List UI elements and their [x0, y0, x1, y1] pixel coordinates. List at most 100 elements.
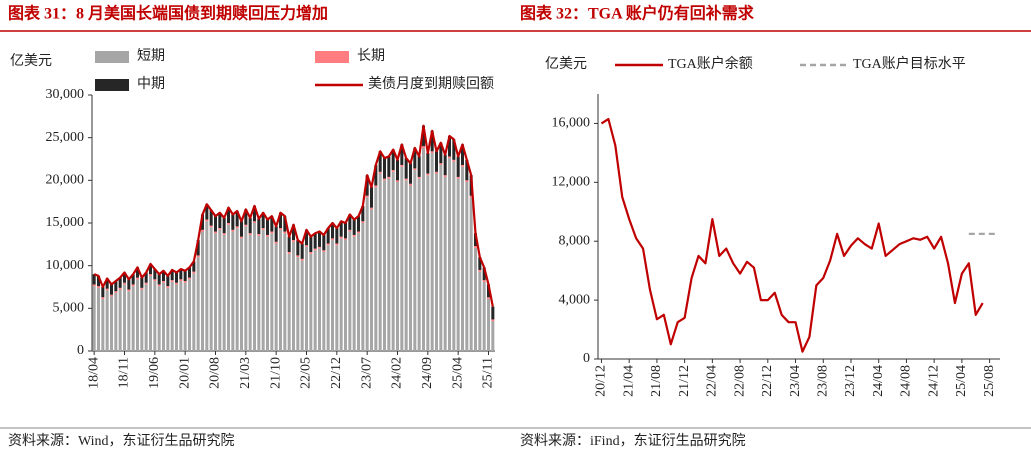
bar-segment	[378, 151, 382, 172]
x-tick-label: 24/08	[899, 365, 914, 397]
bar-segment	[179, 281, 183, 351]
bar-segment	[135, 279, 140, 351]
bar-segment	[261, 228, 265, 230]
x-tick-label: 22/04	[705, 365, 720, 397]
bar-segment	[161, 270, 166, 282]
bar-segment	[231, 229, 235, 232]
bar-segment	[361, 205, 365, 222]
bar-segment	[313, 233, 317, 249]
bar-segment	[378, 171, 382, 174]
bar-segment	[218, 229, 222, 351]
bar-segment	[482, 281, 486, 351]
y-tick-label: 20,000	[46, 173, 85, 188]
bar-segment	[239, 238, 244, 351]
bar-segment	[460, 166, 465, 351]
bar-segment	[387, 176, 391, 179]
bar-segment	[205, 221, 209, 351]
bar-segment	[434, 171, 439, 174]
bar-segment	[421, 146, 426, 148]
bar-segment	[218, 212, 222, 229]
bar-segment	[417, 178, 421, 351]
bar-segment	[205, 204, 209, 220]
bar-segment	[278, 228, 283, 230]
bar-segment	[421, 125, 426, 147]
source-note: 资料来源：iFind，东证衍生品研究院	[520, 433, 746, 449]
y-tick-label: 30,000	[46, 87, 85, 102]
bar-segment	[369, 187, 374, 208]
bar-segment	[491, 321, 495, 351]
bar-segment	[231, 214, 235, 230]
y-tick-label: 10,000	[46, 258, 85, 273]
chart-title: 图表 31：8 月美国长端国债到期赎回压力增加	[8, 4, 328, 23]
bar-segment	[387, 178, 391, 351]
bar-segment	[196, 257, 200, 351]
bar-segment	[456, 156, 460, 177]
bar-segment	[127, 289, 131, 292]
bar-segment	[153, 269, 157, 280]
bar-segment	[348, 229, 352, 232]
bar-segment	[473, 246, 478, 248]
x-tick-label: 22/08	[732, 365, 747, 397]
bar-segment	[127, 279, 131, 290]
bar-segment	[365, 195, 369, 198]
bar-segment	[491, 319, 495, 322]
bar-segment	[187, 267, 192, 278]
bar-segment	[404, 158, 408, 179]
bar-segment	[400, 164, 404, 167]
bar-segment	[382, 178, 387, 181]
bar-segment	[105, 290, 109, 351]
x-tick-label: 20/01	[177, 357, 192, 389]
bar-segment	[309, 252, 313, 254]
bar-segment	[408, 185, 413, 351]
bar-segment	[356, 231, 361, 234]
x-tick-label: 24/12	[926, 365, 941, 397]
bar-segment	[391, 170, 395, 172]
legend-label: 中期	[137, 76, 165, 92]
bar-segment	[161, 282, 166, 351]
bar-segment	[135, 277, 140, 280]
x-tick-label: 18/11	[117, 357, 132, 388]
x-tick-label: 25/04	[450, 357, 465, 389]
bar-segment	[426, 173, 430, 176]
bar-segment	[213, 216, 218, 232]
bar-segment	[248, 234, 252, 351]
legend-swatch	[95, 79, 129, 91]
bar-segment	[313, 248, 317, 251]
bar-segment	[291, 224, 296, 241]
x-tick-label: 21/03	[238, 357, 253, 389]
bar-segment	[274, 226, 278, 242]
y-tick-label: 4,000	[559, 292, 591, 307]
bar-segment	[170, 269, 174, 281]
bar-segment	[452, 139, 456, 160]
bar-segment	[356, 216, 361, 232]
bar-segment	[244, 209, 248, 225]
bar-segment	[395, 182, 400, 351]
bar-segment	[387, 156, 391, 177]
bar-segment	[304, 246, 309, 351]
bar-segment	[287, 236, 291, 253]
bar-segment	[317, 246, 322, 249]
bar-segment	[382, 180, 387, 351]
bar-segment	[261, 212, 265, 229]
bar-segment	[443, 154, 447, 176]
bar-segment	[356, 233, 361, 351]
bar-segment	[200, 214, 205, 230]
bar-segment	[131, 284, 135, 287]
bar-segment	[465, 182, 469, 351]
bar-segment	[460, 164, 465, 167]
bar-segment	[239, 236, 244, 239]
bar-segment	[252, 221, 257, 223]
bar-segment	[369, 209, 374, 351]
bar-segment	[400, 166, 404, 351]
bar-segment	[244, 226, 248, 351]
x-tick-label: 19/06	[147, 357, 162, 389]
bar-segment	[235, 228, 239, 351]
y-tick-label: 8,000	[559, 233, 591, 248]
bar-segment	[296, 255, 300, 258]
bar-segment	[335, 243, 339, 246]
bar-segment	[105, 278, 109, 289]
x-tick-label: 20/12	[594, 365, 609, 397]
x-tick-label: 21/04	[621, 365, 636, 397]
y-axis-label: 亿美元	[10, 53, 52, 69]
bar-segment	[96, 286, 101, 288]
